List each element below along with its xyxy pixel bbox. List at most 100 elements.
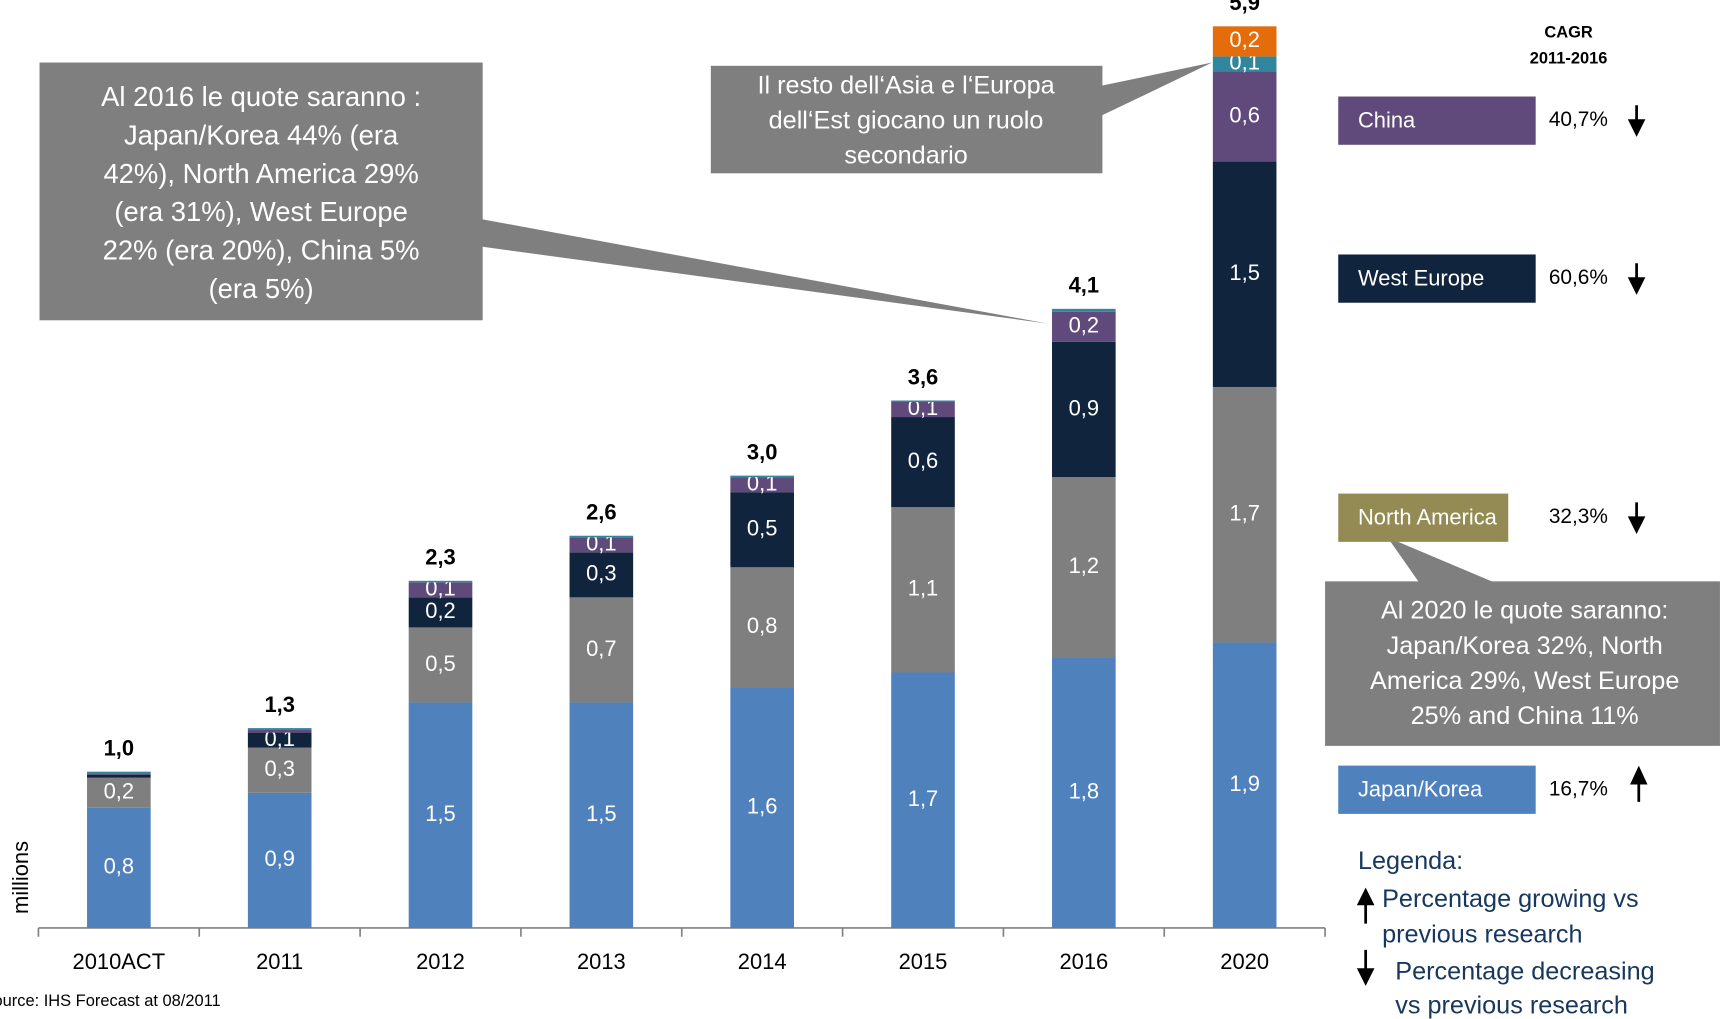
bar-segment bbox=[1212, 386, 1277, 643]
bar-segment bbox=[730, 492, 794, 568]
trend-arrow bbox=[1627, 263, 1646, 295]
data-label: 0,2 bbox=[1229, 27, 1259, 52]
legend-swatch bbox=[1338, 493, 1509, 542]
bar-segment bbox=[247, 792, 312, 928]
legend-label: Japan/Korea bbox=[1358, 777, 1483, 802]
bar-segment bbox=[730, 567, 794, 688]
source: Source: IHS Forecast at 08/2011 bbox=[0, 992, 221, 1010]
legend-swatch bbox=[1338, 254, 1536, 303]
callout-pointer bbox=[1387, 537, 1492, 593]
bar-segment bbox=[891, 672, 955, 928]
data-label: 0,1 bbox=[586, 530, 616, 555]
trend-arrow bbox=[1630, 765, 1648, 802]
data-label: 0,2 bbox=[104, 779, 134, 804]
bar-segment bbox=[1052, 657, 1116, 928]
bar-segment bbox=[1052, 341, 1116, 478]
data-label: 1,8 bbox=[1069, 779, 1099, 804]
callout-box bbox=[1325, 581, 1720, 746]
bar-segment bbox=[1212, 56, 1277, 72]
bar-segment bbox=[87, 807, 151, 928]
key-text: Percentage decreasing bbox=[1395, 958, 1654, 986]
bar-segment bbox=[569, 552, 634, 598]
x-tick-label: 2010ACT bbox=[73, 949, 166, 974]
total-label: 1,0 bbox=[104, 736, 134, 761]
total-label: 2,3 bbox=[425, 545, 455, 570]
total-label: 4,1 bbox=[1069, 273, 1099, 298]
x-tick-label: 2016 bbox=[1059, 949, 1108, 974]
data-label: 0,1 bbox=[908, 395, 938, 420]
bar-segment bbox=[730, 477, 794, 493]
cagr-value: 16,7% bbox=[1549, 777, 1608, 800]
total-label: 1,3 bbox=[264, 692, 294, 717]
bar-segment bbox=[408, 702, 473, 928]
data-label: 0,5 bbox=[425, 651, 455, 676]
data-label: 0,1 bbox=[425, 575, 455, 600]
total-label: 2,6 bbox=[586, 500, 616, 525]
callout-text: America 29%, West Europe bbox=[1370, 667, 1679, 695]
callout-text: (era 5%) bbox=[209, 273, 314, 304]
y-axis-label: millions bbox=[8, 841, 33, 914]
x-tick-label: 2014 bbox=[738, 949, 787, 974]
data-label: 0,3 bbox=[264, 756, 294, 781]
legend-swatch bbox=[1338, 765, 1536, 814]
cagr-header: CAGR bbox=[1544, 23, 1593, 41]
callout-box bbox=[39, 62, 483, 321]
data-label: 0,9 bbox=[264, 846, 294, 871]
data-label: 1,5 bbox=[1229, 260, 1259, 285]
bar-segment bbox=[730, 687, 794, 928]
callout-text: dell‘Est giocano un ruolo bbox=[769, 106, 1044, 134]
data-label: 0,2 bbox=[1069, 313, 1099, 338]
bar-segment bbox=[87, 773, 151, 775]
bar-segment bbox=[1212, 26, 1277, 57]
bar-segment bbox=[87, 771, 151, 774]
bar-segment bbox=[1052, 311, 1116, 342]
bar-segment bbox=[87, 777, 151, 808]
data-label: 1,7 bbox=[1229, 501, 1259, 526]
legend-swatch bbox=[1338, 96, 1536, 145]
key-text: Percentage growing vs bbox=[1382, 885, 1639, 913]
bar-segment bbox=[569, 537, 634, 553]
cagr-value: 60,6% bbox=[1549, 266, 1608, 289]
bar-segment bbox=[1212, 642, 1277, 928]
callout-text: Il resto dell‘Asia e l‘Europa bbox=[757, 71, 1055, 99]
cagr-header: 2011-2016 bbox=[1530, 50, 1608, 68]
bar-segment bbox=[891, 507, 955, 673]
data-label: 0,8 bbox=[104, 854, 134, 879]
trend-arrow bbox=[1627, 502, 1646, 534]
bar-segment bbox=[408, 582, 473, 598]
data-label: 0,5 bbox=[747, 516, 777, 541]
bar-segment bbox=[891, 400, 955, 403]
key-arrow-up bbox=[1356, 887, 1375, 924]
callout-pointer bbox=[362, 197, 1048, 324]
callout-text: Al 2016 le quote saranno : bbox=[101, 81, 421, 112]
bar-segment bbox=[247, 728, 312, 730]
key-title: Legenda: bbox=[1358, 847, 1463, 875]
total-label: 5,9 bbox=[1229, 0, 1259, 15]
bar-segment bbox=[1212, 161, 1277, 387]
bar-segment bbox=[408, 597, 473, 628]
bar-segment bbox=[730, 475, 794, 478]
data-label: 1,5 bbox=[586, 801, 616, 826]
data-label: 0,1 bbox=[747, 470, 777, 495]
legend-label: China bbox=[1358, 108, 1416, 133]
data-label: 1,6 bbox=[747, 794, 777, 819]
data-label: 1,2 bbox=[1069, 553, 1099, 578]
bar-segment bbox=[569, 535, 634, 538]
callout-text: Japan/Korea 32%, North bbox=[1387, 632, 1663, 660]
data-label: 0,7 bbox=[586, 636, 616, 661]
data-label: 0,8 bbox=[747, 613, 777, 638]
callout-text: (era 31%), West Europe bbox=[114, 196, 407, 227]
data-label: 1,1 bbox=[908, 576, 938, 601]
x-tick-label: 2012 bbox=[416, 949, 465, 974]
data-label: 1,5 bbox=[425, 801, 455, 826]
total-label: 3,0 bbox=[747, 439, 777, 464]
callout-text: Al 2020 le quote saranno: bbox=[1381, 597, 1668, 625]
callout-text: 25% and China 11% bbox=[1411, 702, 1639, 730]
bar-segment bbox=[408, 627, 473, 703]
data-label: 0,6 bbox=[1229, 102, 1259, 127]
x-tick-label: 2015 bbox=[899, 949, 948, 974]
total-label: 3,6 bbox=[908, 364, 938, 389]
bar-segment bbox=[87, 774, 151, 778]
callout-box bbox=[710, 65, 1103, 174]
